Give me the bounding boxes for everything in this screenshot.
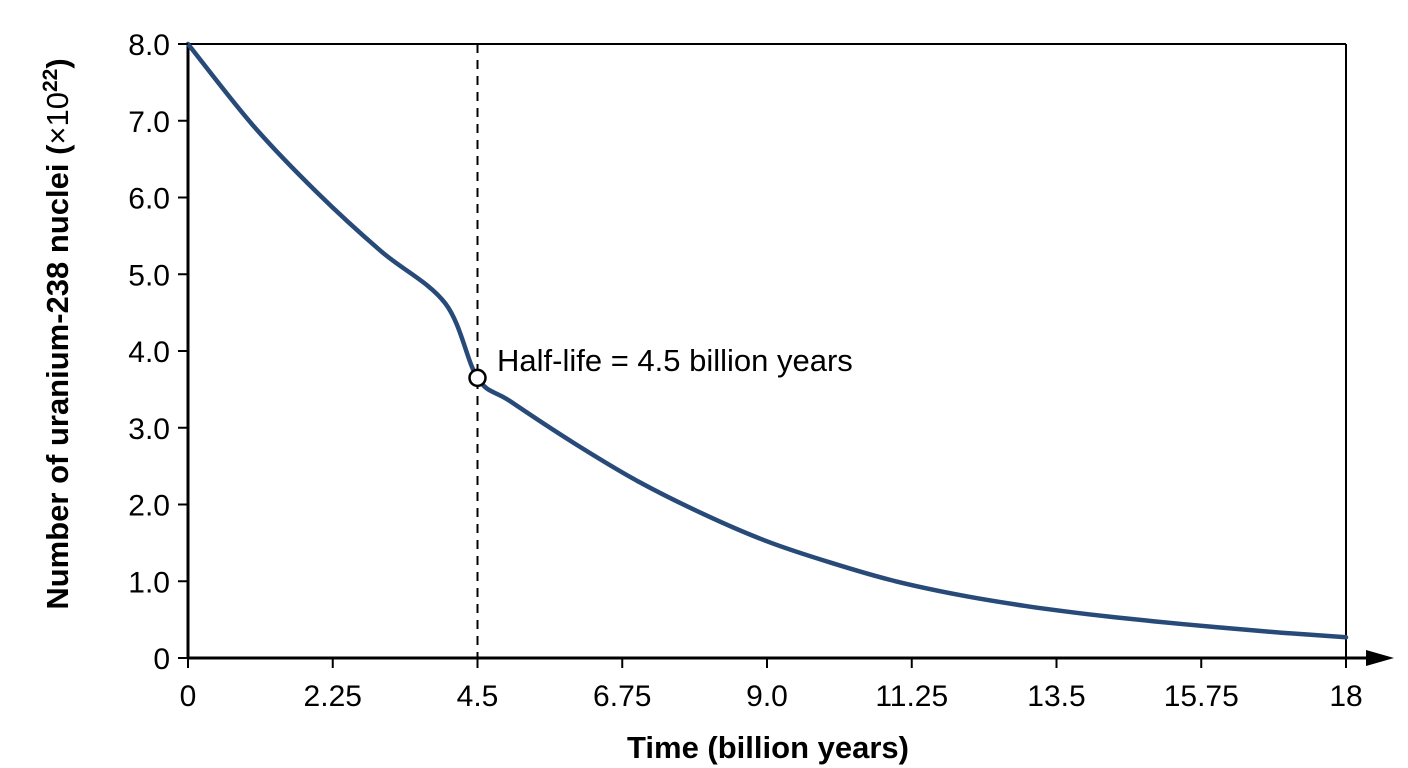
- x-tick-label: 15.75: [1164, 680, 1239, 713]
- y-tick-label: 5.0: [128, 259, 170, 292]
- y-axis-title: Number of uranium-238 nuclei (×1022): [39, 58, 76, 609]
- x-tick-label: 4.5: [457, 680, 499, 713]
- y-tick-label: 7.0: [128, 106, 170, 139]
- x-tick-label: 11.25: [875, 680, 948, 713]
- y-title-main: Number of uranium-238 nuclei (: [40, 144, 75, 610]
- y-title-close: ): [40, 58, 75, 68]
- half-life-point: [468, 368, 487, 388]
- x-axis-ticks: 0 2.25 4.5 6.75 9.0 11.25 13.5 15.75 18: [180, 658, 1363, 713]
- y-axis-ticks: 0 1.0 2.0 3.0 4.0 5.0 6.0 7.0 8.0: [128, 29, 188, 676]
- y-title-multiplier: ×10: [40, 92, 75, 145]
- y-tick-label: 4.0: [128, 336, 170, 369]
- y-tick-label: 1.0: [128, 566, 170, 599]
- y-tick-label: 8.0: [128, 29, 170, 62]
- annotation-group: Half-life = 4.5 billion years: [468, 343, 853, 388]
- x-tick-label: 9.0: [746, 680, 788, 713]
- x-tick-label: 13.5: [1027, 680, 1085, 713]
- y-tick-label: 3.0: [128, 413, 170, 446]
- x-tick-label: 6.75: [593, 680, 651, 713]
- decay-curve-line: [185, 41, 1349, 640]
- series-group: [185, 41, 1349, 640]
- x-tick-label: 18: [1329, 680, 1362, 713]
- y-tick-label: 0: [153, 643, 170, 676]
- y-tick-label: 6.0: [128, 183, 170, 216]
- y-tick-label: 2.0: [128, 490, 170, 523]
- x-axis-title: Time (billion years): [627, 730, 909, 765]
- x-tick-label: 0: [180, 680, 197, 713]
- y-title-exponent: 22: [39, 69, 62, 92]
- x-tick-label: 2.25: [304, 680, 362, 713]
- x-axis-arrowhead: [1366, 650, 1394, 666]
- half-life-label: Half-life = 4.5 billion years: [497, 343, 853, 378]
